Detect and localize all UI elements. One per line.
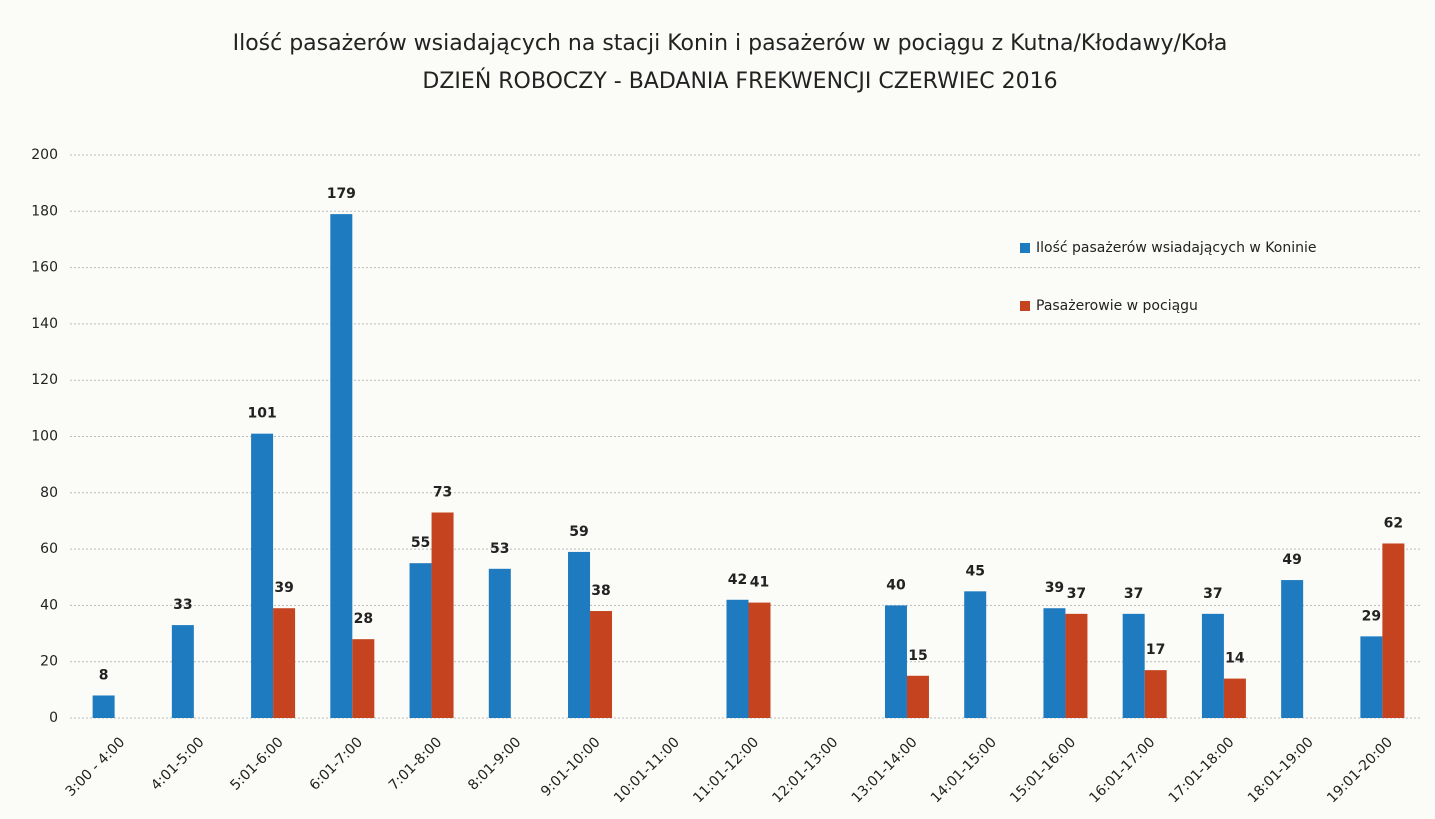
value-label: 28 (354, 611, 373, 627)
y-tick-label: 80 (40, 485, 58, 501)
x-tick-label: 6:01-7:00 (307, 734, 366, 793)
value-label: 39 (274, 580, 293, 596)
x-tick-label: 14:01-15:00 (928, 734, 1000, 806)
legend-swatch (1020, 301, 1030, 311)
value-label: 40 (886, 577, 906, 593)
x-tick-label: 12:01-13:00 (769, 734, 841, 806)
y-tick-label: 180 (31, 203, 58, 219)
value-label: 53 (490, 541, 509, 557)
x-tick-label: 13:01-14:00 (849, 734, 921, 806)
bar (171, 625, 194, 718)
x-tick-label: 9:01-10:00 (538, 734, 604, 800)
value-label: 37 (1124, 586, 1143, 602)
value-label: 15 (908, 648, 927, 664)
bar (1043, 608, 1066, 718)
value-label: 101 (247, 406, 276, 422)
x-tick-label: 15:01-16:00 (1007, 734, 1079, 806)
value-label: 55 (411, 535, 430, 551)
y-tick-label: 40 (40, 597, 58, 613)
y-tick-label: 20 (40, 654, 58, 670)
bar (251, 433, 274, 718)
y-tick-label: 0 (49, 710, 58, 726)
x-tick-label: 3:00 - 4:00 (63, 734, 129, 800)
x-tick-label: 17:01-18:00 (1166, 734, 1238, 806)
x-tick-label: 4:01-5:00 (148, 734, 207, 793)
y-tick-label: 60 (40, 541, 58, 557)
legend-swatch (1020, 243, 1030, 253)
bar (568, 551, 591, 718)
x-tick-label: 7:01-8:00 (386, 734, 445, 793)
value-label: 14 (1225, 651, 1245, 667)
bar (1382, 543, 1405, 718)
value-label: 179 (327, 186, 356, 202)
x-tick-label: 8:01-9:00 (465, 734, 524, 793)
value-label: 45 (965, 563, 984, 579)
x-tick-label: 10:01-11:00 (611, 734, 683, 806)
value-label: 39 (1045, 580, 1064, 596)
bar (488, 568, 511, 718)
y-tick-label: 140 (31, 316, 58, 332)
y-tick-label: 120 (31, 372, 58, 388)
x-tick-label: 5:01-6:00 (227, 734, 286, 793)
bar (1065, 613, 1088, 718)
value-label: 37 (1067, 586, 1086, 602)
bar (1223, 678, 1246, 718)
bar (409, 563, 432, 718)
bar (273, 608, 296, 718)
value-label: 17 (1146, 642, 1165, 658)
y-tick-label: 200 (31, 147, 58, 163)
value-label: 59 (569, 524, 588, 540)
x-tick-label: 16:01-17:00 (1086, 734, 1158, 806)
bar (1281, 580, 1304, 718)
bar (590, 611, 613, 718)
bar (726, 599, 749, 718)
value-label: 62 (1384, 515, 1403, 531)
value-label: 8 (99, 667, 109, 683)
value-label: 37 (1203, 586, 1222, 602)
bar (330, 214, 353, 719)
chart-title: Ilość pasażerów wsiadających na stacji K… (233, 31, 1228, 56)
bar (92, 695, 115, 718)
bar (1144, 670, 1167, 718)
value-label: 49 (1282, 552, 1301, 568)
y-tick-label: 100 (31, 429, 58, 445)
value-label: 42 (728, 572, 747, 588)
bar (906, 675, 929, 718)
value-label: 73 (433, 485, 452, 501)
legend-label: Ilość pasażerów wsiadających w Koninie (1036, 240, 1316, 256)
value-label: 38 (591, 583, 610, 599)
bar (1122, 613, 1145, 718)
x-tick-label: 19:01-20:00 (1324, 734, 1396, 806)
bar (1360, 636, 1383, 718)
y-tick-label: 160 (31, 260, 58, 276)
chart-subtitle: DZIEŃ ROBOCZY - BADANIA FREKWENCJI CZERW… (422, 68, 1057, 94)
value-label: 29 (1362, 608, 1381, 624)
legend-label: Pasażerowie w pociągu (1036, 298, 1198, 314)
bar (1201, 613, 1224, 718)
bar (884, 605, 907, 718)
bar (352, 639, 375, 718)
bar (964, 591, 987, 718)
x-tick-label: 11:01-12:00 (690, 734, 762, 806)
bar (748, 602, 771, 718)
value-label: 41 (750, 575, 769, 591)
value-label: 33 (173, 597, 192, 613)
x-tick-label: 18:01-19:00 (1245, 734, 1317, 806)
bar (431, 512, 454, 718)
